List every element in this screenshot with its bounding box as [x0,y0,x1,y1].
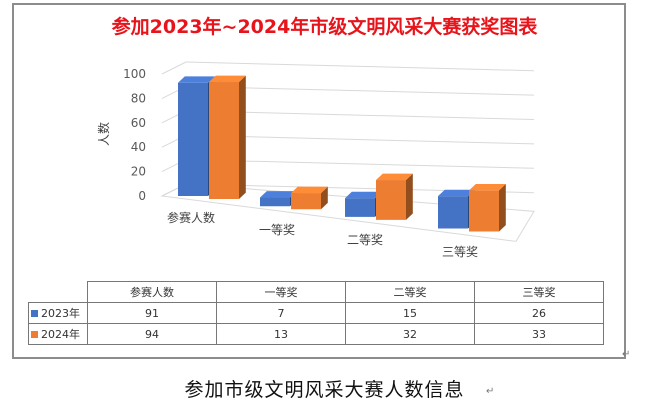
bar-1-1-top [291,186,328,194]
data-label: 94 [87,323,217,345]
y-axis-label: 人数 [96,122,111,146]
bar-1-0-side [239,75,246,199]
bar-1-1 [291,193,321,210]
legend-swatch [31,309,38,317]
y-tick-label: 20 [131,165,146,179]
bar-1-2 [376,180,406,220]
chart-title: 参加2023年~2024年市级文明风采大赛获奖图表 [111,16,538,38]
legend-series-label: 2023年 [28,302,88,324]
data-table: 参赛人数 一等奖 二等奖 三等奖 2023年 91 7 15 26 2024年 94 13 32 33 [28,281,604,345]
y-tick-label: 80 [131,91,146,105]
figure-caption: 参加市级文明风采大赛人数信息 [184,379,465,401]
data-label: 13 [216,323,346,345]
legend-swatch [31,330,38,338]
data-label: 15 [345,302,475,324]
bar-1-2-side [406,173,413,220]
x-tick-label: 二等奖 [347,233,383,247]
data-label: 33 [474,323,604,345]
table-row: 2023年 91 7 15 26 [28,302,604,324]
table-corner [28,281,88,303]
bar-0-1-top [260,191,297,198]
table-column-header: 一等奖 [216,281,346,303]
table-column-header: 二等奖 [345,281,475,303]
table-column-header: 三等奖 [474,281,604,303]
bar-1-3 [469,190,499,232]
y-tick-label: 0 [138,189,146,203]
bar-0-3-top [438,189,475,197]
bar-0-1 [260,197,290,207]
data-label: 32 [345,323,475,345]
legend-series-label: 2024年 [28,323,88,345]
data-label: 7 [216,302,346,324]
bar-0-2-top [345,191,382,199]
data-label: 91 [87,302,217,324]
paragraph-mark: ↵ [486,386,495,397]
x-tick-label: 参赛人数 [167,210,215,225]
bar-0-0 [178,82,208,196]
bar-1-3-side [499,184,506,232]
x-tick-label: 三等奖 [442,245,478,259]
bar-1-0-top [209,75,246,83]
table-row: 2024年 94 13 32 33 [28,323,604,345]
table-header-row: 参赛人数 一等奖 二等奖 三等奖 [28,281,604,303]
paragraph-mark: ↵ [622,349,631,360]
gridline-side [161,61,187,75]
data-label: 26 [474,302,604,324]
bar-0-3 [438,196,468,229]
bar-0-0-top [178,76,215,83]
table-column-header: 参赛人数 [87,281,217,303]
bar-1-0 [209,82,239,199]
y-tick-label: 100 [123,67,146,81]
y-tick-label: 40 [131,140,146,154]
bar-0-2 [345,198,375,217]
bar-1-2-top [376,173,413,181]
bar-1-3-top [469,184,506,191]
gridline [185,61,535,72]
y-tick-label: 60 [131,116,146,130]
bar-1-1-side [321,186,328,210]
x-tick-label: 一等奖 [259,223,295,237]
